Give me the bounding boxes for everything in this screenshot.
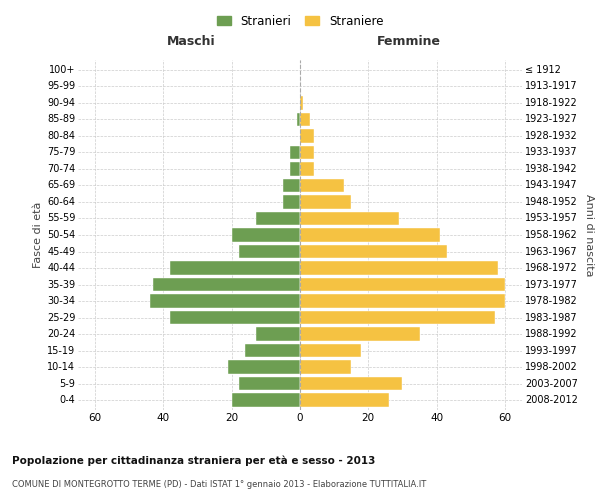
Bar [170, 311, 300, 324]
Bar [228, 360, 300, 374]
Bar [150, 294, 300, 308]
Text: Maschi: Maschi [166, 36, 215, 49]
Bar [290, 146, 300, 159]
Bar [290, 162, 300, 175]
Text: Femmine: Femmine [377, 36, 441, 49]
Text: Popolazione per cittadinanza straniera per età e sesso - 2013: Popolazione per cittadinanza straniera p… [12, 455, 376, 466]
Bar [300, 195, 351, 209]
Bar [300, 344, 361, 358]
Bar [239, 244, 300, 258]
Bar [300, 311, 494, 324]
Bar [296, 112, 300, 126]
Bar [300, 112, 310, 126]
Bar [300, 360, 351, 374]
Bar [256, 212, 300, 226]
Bar [300, 129, 314, 142]
Bar [153, 278, 300, 291]
Bar [300, 178, 344, 192]
Bar [283, 178, 300, 192]
Y-axis label: Fasce di età: Fasce di età [32, 202, 43, 268]
Bar [300, 278, 505, 291]
Bar [239, 377, 300, 390]
Bar [300, 294, 505, 308]
Text: COMUNE DI MONTEGROTTO TERME (PD) - Dati ISTAT 1° gennaio 2013 - Elaborazione TUT: COMUNE DI MONTEGROTTO TERME (PD) - Dati … [12, 480, 426, 489]
Bar [300, 244, 447, 258]
Bar [300, 96, 304, 110]
Bar [300, 377, 403, 390]
Legend: Stranieri, Straniere: Stranieri, Straniere [212, 10, 388, 32]
Bar [300, 162, 314, 175]
Bar [300, 212, 399, 226]
Bar [170, 261, 300, 275]
Bar [300, 394, 389, 407]
Bar [283, 195, 300, 209]
Bar [232, 394, 300, 407]
Bar [300, 261, 498, 275]
Bar [300, 328, 419, 341]
Bar [300, 228, 440, 242]
Bar [245, 344, 300, 358]
Y-axis label: Anni di nascita: Anni di nascita [584, 194, 595, 276]
Bar [256, 328, 300, 341]
Bar [232, 228, 300, 242]
Bar [300, 146, 314, 159]
